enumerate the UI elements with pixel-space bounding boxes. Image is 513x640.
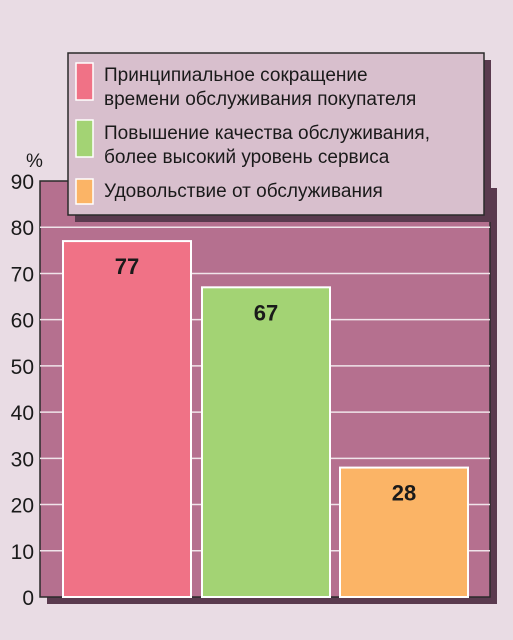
bar-value-label-1: 77 [115, 254, 139, 279]
y-tick-label-8: 80 [11, 217, 34, 240]
legend-label-3-line-1: Удовольствие от обслуживания [104, 181, 383, 202]
y-tick-label-9: 90 [11, 171, 34, 194]
bar-1 [62, 240, 192, 598]
y-tick-label-2: 20 [11, 495, 34, 518]
legend-swatch-3 [75, 178, 94, 205]
bar-value-label-3: 28 [392, 481, 416, 506]
legend [67, 52, 485, 216]
bar-2 [201, 286, 331, 598]
legend-label-2-line-1: Повышение качества обслуживания, [104, 123, 430, 144]
legend-label-1-line-1: Принципиальное сокращение [104, 65, 368, 86]
y-tick-label-6: 60 [11, 310, 34, 333]
legend-swatch-1 [75, 62, 94, 101]
bar-value-label-2: 67 [254, 300, 278, 325]
legend-label-1-line-2: времени обслуживания покупателя [104, 89, 416, 110]
y-tick-label-3: 30 [11, 448, 34, 471]
legend-label-2-line-2: более высокий уровень сервиса [104, 147, 390, 168]
legend-swatch-2 [75, 119, 94, 158]
bar-3 [339, 466, 469, 599]
y-tick-label-4: 40 [11, 402, 34, 425]
y-tick-label-0: 0 [22, 587, 34, 610]
y-tick-label-1: 10 [11, 541, 34, 564]
y-axis-label: % [26, 151, 43, 172]
y-tick-label-5: 50 [11, 356, 34, 379]
y-tick-label-7: 70 [11, 263, 34, 286]
